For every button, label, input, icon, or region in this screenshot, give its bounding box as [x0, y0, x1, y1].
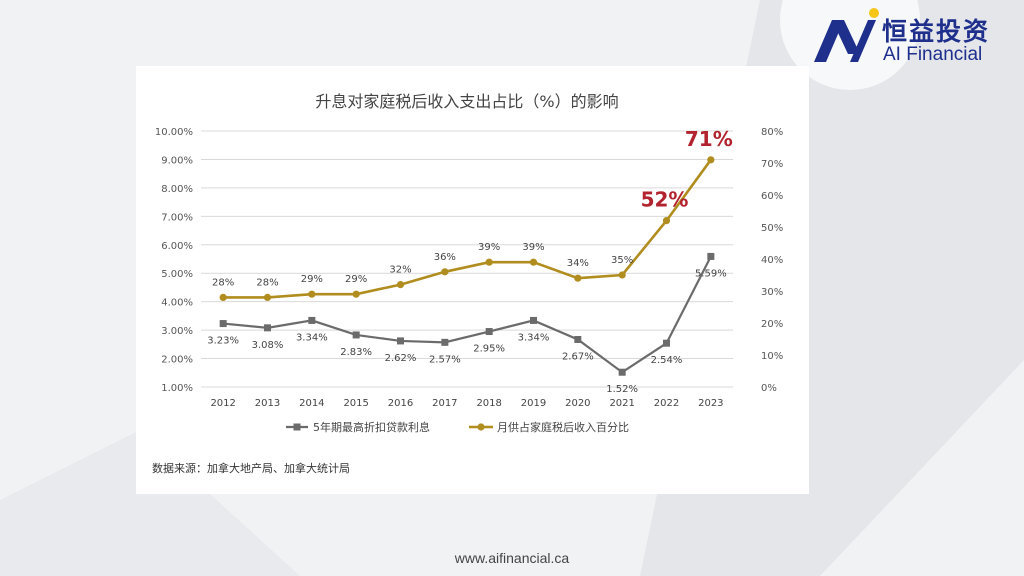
series-2-point: [263, 293, 272, 301]
x-tick-label: 2021: [609, 398, 634, 409]
series-2-point: [219, 293, 227, 301]
series-1-point: [707, 252, 715, 260]
background-corner: [0, 430, 300, 576]
data-label: 2.95%: [473, 344, 505, 355]
x-tick-label: 2012: [210, 398, 235, 409]
series-1-point: [397, 337, 404, 345]
x-tick-label: 2018: [476, 398, 501, 409]
y-right-tick-label: 10%: [761, 351, 783, 362]
series-1-point: [618, 368, 626, 376]
y-left-tick-label: 6.00%: [161, 241, 193, 252]
series-2-point: [352, 290, 360, 298]
data-label: 5.59%: [695, 268, 727, 279]
x-tick-label: 2023: [698, 398, 723, 409]
callout-label: 71%: [685, 127, 733, 151]
series-2-point: [485, 258, 493, 266]
brand-logo: 恒益投资 AI Financial: [810, 6, 1010, 68]
series-1-point: [441, 338, 449, 346]
data-label: 1.52%: [606, 384, 638, 395]
y-left-tick-label: 7.00%: [161, 212, 193, 223]
legend-marker-1: [293, 423, 301, 431]
x-tick-label: 2013: [255, 398, 280, 409]
data-label: 29%: [301, 274, 323, 285]
y-right-tick-label: 50%: [761, 223, 783, 234]
data-label: 2.62%: [385, 353, 417, 364]
series-1-point: [219, 320, 227, 328]
series-2-point: [308, 290, 316, 298]
y-right-tick-label: 20%: [761, 319, 783, 330]
series-2-point: [662, 217, 671, 225]
series-1-point: [308, 316, 316, 324]
series-1-point: [485, 328, 493, 336]
y-left-tick-label: 8.00%: [161, 184, 193, 195]
data-label: 34%: [567, 258, 589, 269]
data-label: 39%: [478, 242, 500, 253]
data-label: 3.08%: [252, 340, 284, 351]
series-2-point: [707, 156, 715, 164]
data-label: 28%: [212, 277, 234, 288]
series-2-point: [529, 258, 538, 266]
data-label: 3.34%: [518, 332, 550, 343]
series-2-point: [574, 274, 582, 282]
x-tick-label: 2015: [343, 398, 368, 409]
data-label: 39%: [522, 242, 544, 253]
series-1-point: [663, 339, 670, 347]
data-source-note: 数据来源：加拿大地产局、加拿大统计局: [152, 462, 350, 475]
y-right-tick-label: 80%: [761, 127, 783, 138]
data-label: 2.57%: [429, 354, 461, 365]
y-left-tick-label: 3.00%: [161, 326, 193, 337]
y-right-tick-label: 0%: [761, 383, 777, 394]
data-label: 29%: [345, 274, 367, 285]
data-label: 2.83%: [340, 347, 372, 358]
x-tick-label: 2019: [521, 398, 546, 409]
data-label: 2.67%: [562, 351, 594, 362]
series-2-point: [441, 268, 449, 276]
series-1-point: [574, 335, 582, 343]
logo-mark-icon: [814, 8, 879, 62]
series-line-1: [223, 255, 712, 374]
legend-label-2: 月供占家庭税后收入百分比: [497, 420, 629, 434]
x-tick-label: 2022: [654, 398, 679, 409]
x-tick-label: 2020: [565, 398, 590, 409]
data-label: 36%: [434, 252, 456, 263]
y-left-tick-label: 2.00%: [161, 355, 193, 366]
data-label: 3.34%: [296, 332, 328, 343]
x-tick-label: 2014: [299, 398, 324, 409]
y-right-tick-label: 70%: [761, 159, 783, 170]
series-1-point: [352, 331, 360, 339]
data-label: 3.23%: [207, 336, 239, 347]
chart-title: 升息对家庭税后收入支出占比（%）的影响: [315, 92, 618, 111]
brand-name-cn: 恒益投资: [882, 17, 991, 46]
series-1-point: [530, 316, 537, 324]
y-left-tick-label: 4.00%: [161, 298, 193, 309]
y-right-tick-label: 30%: [761, 287, 783, 298]
footer-website-link[interactable]: www.aifinancial.ca: [454, 550, 570, 566]
x-tick-label: 2017: [432, 398, 457, 409]
brand-name-en: AI Financial: [883, 44, 983, 65]
series-1-point: [264, 324, 271, 332]
callout-label: 52%: [641, 188, 689, 212]
y-left-tick-label: 1.00%: [161, 383, 193, 394]
y-left-tick-label: 9.00%: [161, 155, 193, 166]
data-label: 35%: [611, 255, 633, 266]
chart: 升息对家庭税后收入支出占比（%）的影响 1.00% 2.00% 3.00% 4.00% 5…: [155, 92, 783, 434]
x-tick-label: 2016: [388, 398, 413, 409]
series-2-point: [618, 271, 626, 279]
legend-marker-2: [477, 423, 485, 431]
data-label: 28%: [256, 277, 278, 288]
chart-card: 升息对家庭税后收入支出占比（%）的影响 1.00% 2.00% 3.00% 4.00% 5…: [136, 66, 809, 494]
data-label: 2.54%: [651, 355, 683, 366]
series-line-2: [223, 159, 712, 299]
y-left-tick-label: 10.00%: [155, 127, 193, 138]
y-right-tick-label: 60%: [761, 191, 783, 202]
data-label: 32%: [389, 265, 411, 276]
y-left-tick-label: 5.00%: [161, 269, 193, 280]
legend-label-1: 5年期最高折扣贷款利息: [313, 420, 430, 434]
series-2-point: [396, 281, 405, 289]
y-right-tick-label: 40%: [761, 255, 783, 266]
